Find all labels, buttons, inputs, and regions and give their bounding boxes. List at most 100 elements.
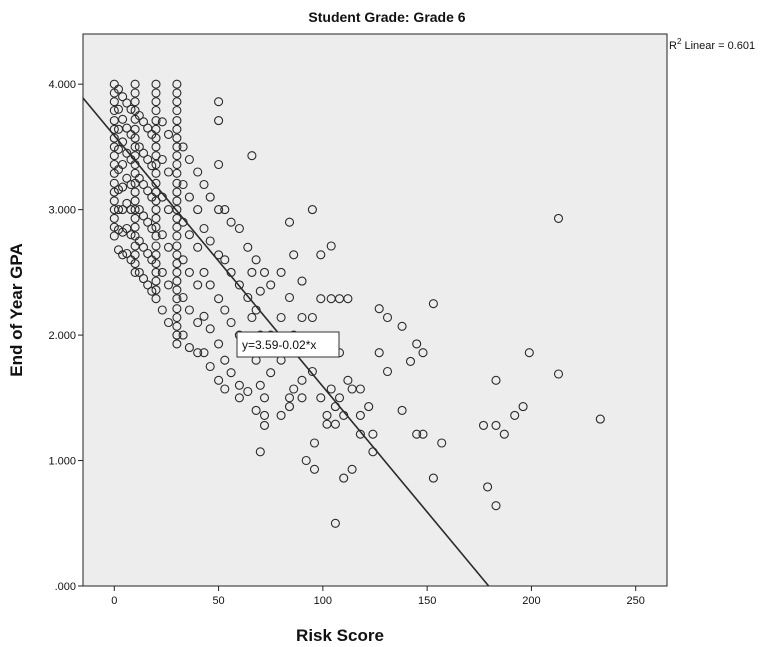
data-point (130, 222, 140, 232)
data-point (151, 88, 161, 98)
data-point (109, 151, 119, 161)
data-point (284, 402, 295, 412)
data-point (193, 348, 203, 358)
data-point (134, 267, 144, 277)
data-point (130, 142, 140, 152)
data-point (243, 292, 253, 303)
data-point (284, 292, 295, 303)
r2-annotation: R2 Linear = 0.601 (669, 37, 755, 52)
data-point (343, 375, 353, 385)
data-point (163, 317, 174, 328)
data-point (205, 192, 215, 202)
data-point (343, 294, 353, 304)
data-point (109, 97, 119, 107)
data-point (138, 274, 149, 284)
axis-ticks: 0 50 100 150 200 250 .000 1.000 2.000 3.000 4.000 (48, 79, 644, 607)
data-point (330, 518, 340, 528)
data-point (122, 173, 132, 183)
data-point (172, 321, 182, 331)
data-point (214, 375, 224, 385)
data-point (247, 312, 257, 323)
data-point (397, 321, 407, 331)
data-point (326, 241, 336, 251)
data-point (172, 304, 182, 314)
data-point (289, 384, 299, 394)
data-point (276, 410, 286, 420)
data-point (374, 348, 384, 358)
data-point (172, 285, 182, 295)
x-tick-label: 150 (418, 595, 436, 607)
data-point (301, 455, 311, 466)
data-point (214, 339, 224, 349)
data-point (334, 393, 345, 403)
data-point (178, 179, 188, 190)
x-tick-label: 250 (627, 595, 645, 607)
data-point (151, 142, 161, 152)
data-point (151, 213, 161, 223)
data-point (130, 250, 140, 260)
data-point (157, 154, 167, 165)
data-point (199, 179, 209, 190)
data-point (172, 267, 182, 277)
data-point (205, 324, 215, 334)
data-point (172, 330, 182, 340)
data-point (138, 242, 149, 252)
data-point (134, 205, 144, 215)
data-point (151, 259, 161, 269)
data-point (151, 97, 161, 107)
data-point (220, 255, 230, 265)
data-point (214, 294, 224, 304)
data-point (234, 393, 244, 403)
data-point (259, 267, 270, 277)
data-point (113, 104, 124, 114)
data-point (113, 144, 124, 154)
data-point (437, 438, 447, 448)
data-point (151, 79, 161, 89)
data-point (172, 294, 182, 304)
data-point (307, 205, 317, 215)
data-point (220, 305, 230, 315)
data-point (143, 280, 153, 290)
data-point (109, 133, 119, 143)
data-point (172, 142, 182, 152)
data-point (134, 173, 144, 183)
data-point (276, 312, 286, 323)
data-point (109, 105, 119, 116)
data-point (374, 304, 384, 314)
data-point (483, 482, 493, 492)
data-point (297, 276, 307, 286)
data-point (355, 429, 365, 439)
data-point (193, 167, 203, 177)
x-tick-label: 50 (212, 595, 224, 607)
data-point (172, 196, 182, 206)
data-point (184, 305, 194, 315)
data-point (259, 410, 270, 420)
data-point (109, 178, 119, 188)
data-point (134, 110, 144, 121)
data-point (147, 161, 157, 171)
data-point (595, 414, 605, 424)
data-point (382, 312, 393, 323)
data-point (364, 402, 374, 412)
y-axis-label: End of Year GPA (7, 243, 26, 377)
data-point (178, 255, 188, 265)
data-point (118, 159, 128, 170)
data-point (172, 116, 182, 126)
data-point (220, 205, 230, 215)
data-point (234, 223, 244, 234)
data-point (184, 192, 194, 202)
data-point (130, 267, 140, 277)
data-point (151, 241, 161, 251)
data-point (118, 182, 128, 192)
data-point (151, 294, 161, 304)
data-point (134, 236, 144, 246)
data-point (151, 116, 161, 126)
y-tick-label: 1.000 (48, 456, 76, 468)
data-point (130, 97, 140, 107)
data-point (130, 196, 140, 206)
data-point (172, 159, 182, 170)
data-point (109, 213, 119, 223)
data-point (199, 267, 209, 277)
data-point (172, 124, 182, 134)
data-point (518, 402, 528, 412)
